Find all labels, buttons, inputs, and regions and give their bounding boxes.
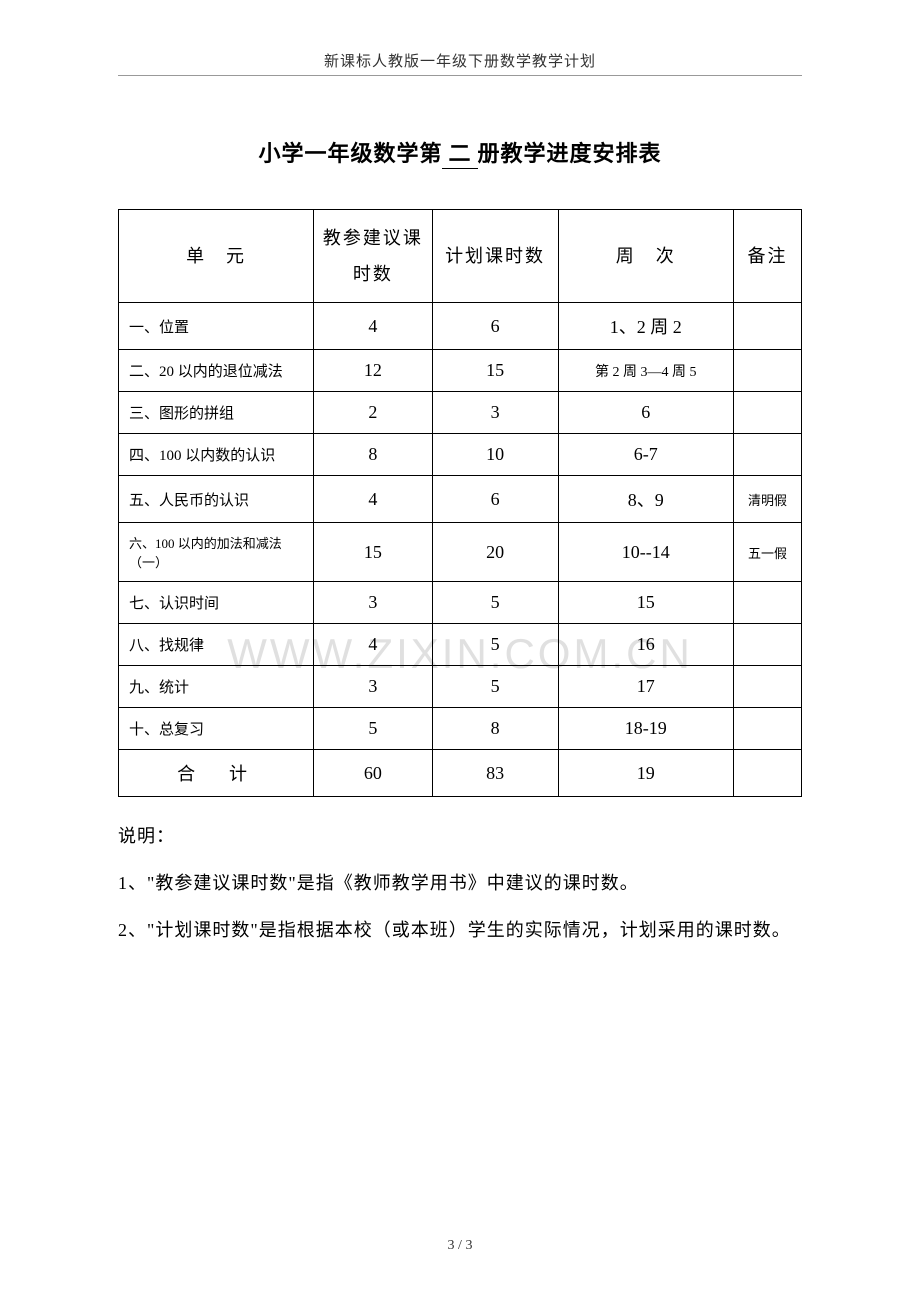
table-row: 九、统计3517 xyxy=(119,666,802,708)
cell-unit: 六、100 以内的加法和减法（一） xyxy=(119,523,314,582)
cell-week: 16 xyxy=(558,624,733,666)
header-note: 备注 xyxy=(734,210,802,303)
cell-week: 10--14 xyxy=(558,523,733,582)
cell-ref: 12 xyxy=(314,350,432,392)
notes-item2: 2、"计划课时数"是指根据本校（或本班）学生的实际情况，计划采用的课时数。 xyxy=(118,909,802,952)
cell-ref: 2 xyxy=(314,392,432,434)
notes-label: 说明： xyxy=(118,815,802,858)
header-unit: 单 元 xyxy=(119,210,314,303)
cell-week: 6 xyxy=(558,392,733,434)
cell-ref: 3 xyxy=(314,582,432,624)
page-number: 3 / 3 xyxy=(448,1238,473,1254)
table-row: 七、认识时间3515 xyxy=(119,582,802,624)
cell-week: 1、2 周 2 xyxy=(558,303,733,350)
table-row: 六、100 以内的加法和减法（一）152010--14五一假 xyxy=(119,523,802,582)
cell-unit: 九、统计 xyxy=(119,666,314,708)
cell-note xyxy=(734,434,802,476)
cell-plan: 10 xyxy=(432,434,558,476)
table-row: 三、图形的拼组236 xyxy=(119,392,802,434)
cell-week: 18-19 xyxy=(558,708,733,750)
cell-unit: 八、找规律 xyxy=(119,624,314,666)
cell-plan: 3 xyxy=(432,392,558,434)
cell-total-week: 19 xyxy=(558,750,733,797)
header-plan: 计划课时数 xyxy=(432,210,558,303)
table-header-row: 单 元 教参建议课时数 计划课时数 周 次 备注 xyxy=(119,210,802,303)
cell-note: 清明假 xyxy=(734,476,802,523)
cell-ref: 15 xyxy=(314,523,432,582)
notes-section: 说明： 1、"教参建议课时数"是指《教师教学用书》中建议的课时数。 2、"计划课… xyxy=(118,815,802,953)
cell-week: 8、9 xyxy=(558,476,733,523)
page-title: 小学一年级数学第二册教学进度安排表 xyxy=(118,136,802,169)
page-header: 新课标人教版一年级下册数学教学计划 xyxy=(118,50,802,76)
cell-total-plan: 83 xyxy=(432,750,558,797)
title-suffix: 册教学进度安排表 xyxy=(478,141,662,166)
cell-note: 五一假 xyxy=(734,523,802,582)
schedule-table: 单 元 教参建议课时数 计划课时数 周 次 备注 一、位置461、2 周 2二、… xyxy=(118,209,802,797)
notes-item1: 1、"教参建议课时数"是指《教师教学用书》中建议的课时数。 xyxy=(118,862,802,905)
header-ref: 教参建议课时数 xyxy=(314,210,432,303)
table-row: 八、找规律4516 xyxy=(119,624,802,666)
cell-note xyxy=(734,303,802,350)
cell-ref: 4 xyxy=(314,476,432,523)
cell-ref: 3 xyxy=(314,666,432,708)
cell-plan: 6 xyxy=(432,303,558,350)
table-row: 一、位置461、2 周 2 xyxy=(119,303,802,350)
cell-note xyxy=(734,708,802,750)
cell-plan: 8 xyxy=(432,708,558,750)
cell-plan: 20 xyxy=(432,523,558,582)
cell-note xyxy=(734,624,802,666)
header-week: 周 次 xyxy=(558,210,733,303)
cell-plan: 5 xyxy=(432,624,558,666)
cell-unit: 三、图形的拼组 xyxy=(119,392,314,434)
cell-ref: 4 xyxy=(314,303,432,350)
cell-plan: 6 xyxy=(432,476,558,523)
cell-unit: 十、总复习 xyxy=(119,708,314,750)
cell-plan: 5 xyxy=(432,582,558,624)
cell-week: 15 xyxy=(558,582,733,624)
cell-unit: 四、100 以内数的认识 xyxy=(119,434,314,476)
cell-note xyxy=(734,582,802,624)
cell-week: 17 xyxy=(558,666,733,708)
cell-unit: 二、20 以内的退位减法 xyxy=(119,350,314,392)
cell-week: 第 2 周 3—4 周 5 xyxy=(558,350,733,392)
cell-unit: 五、人民币的认识 xyxy=(119,476,314,523)
cell-ref: 8 xyxy=(314,434,432,476)
table-total-row: 合 计608319 xyxy=(119,750,802,797)
cell-total-note xyxy=(734,750,802,797)
title-volume: 二 xyxy=(442,136,477,169)
table-row: 五、人民币的认识468、9清明假 xyxy=(119,476,802,523)
cell-ref: 5 xyxy=(314,708,432,750)
page-content: 新课标人教版一年级下册数学教学计划 小学一年级数学第二册教学进度安排表 单 元 … xyxy=(0,0,920,1007)
cell-unit: 七、认识时间 xyxy=(119,582,314,624)
cell-plan: 15 xyxy=(432,350,558,392)
cell-note xyxy=(734,350,802,392)
cell-ref: 4 xyxy=(314,624,432,666)
cell-note xyxy=(734,666,802,708)
cell-plan: 5 xyxy=(432,666,558,708)
cell-total-label: 合 计 xyxy=(119,750,314,797)
table-row: 四、100 以内数的认识8106-7 xyxy=(119,434,802,476)
cell-unit: 一、位置 xyxy=(119,303,314,350)
table-row: 二、20 以内的退位减法1215第 2 周 3—4 周 5 xyxy=(119,350,802,392)
cell-week: 6-7 xyxy=(558,434,733,476)
title-prefix: 小学一年级数学第 xyxy=(258,141,442,166)
cell-total-ref: 60 xyxy=(314,750,432,797)
cell-note xyxy=(734,392,802,434)
table-row: 十、总复习5818-19 xyxy=(119,708,802,750)
